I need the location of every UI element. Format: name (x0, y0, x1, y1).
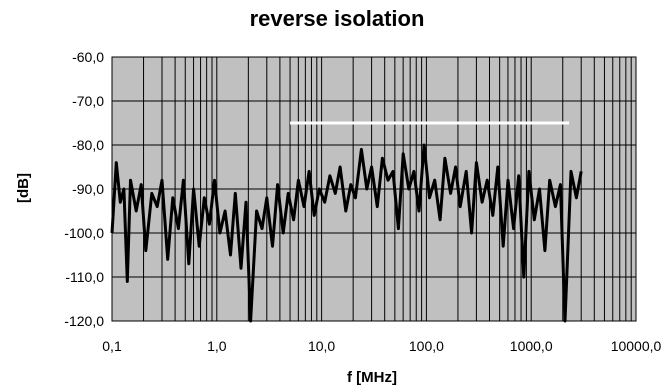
y-tick-label: -100,0 (64, 225, 104, 241)
y-tick-label: -70,0 (72, 93, 104, 109)
y-tick-label: -110,0 (65, 269, 104, 285)
x-tick-label: 100,0 (409, 338, 444, 354)
x-tick-label: 10,0 (308, 338, 335, 354)
y-axis: -60,0 -70,0 -80,0 -90,0 -100,0 -110,0 -120,0 (64, 49, 104, 329)
x-axis-label: f [MHz] (347, 369, 397, 386)
y-axis-label: [dB] (15, 173, 32, 203)
chart-title: reverse isolation (250, 6, 425, 31)
plot-frame (111, 56, 637, 322)
y-tick-label: -60,0 (72, 49, 104, 65)
x-tick-label: 10000,0 (611, 338, 662, 354)
y-tick-label: -90,0 (72, 181, 104, 197)
x-tick-label: 0,1 (102, 338, 122, 354)
x-tick-label: 1000,0 (510, 338, 553, 354)
x-tick-label: 1,0 (207, 338, 227, 354)
series-line-0 (110, 143, 583, 323)
plot-area (110, 56, 637, 323)
x-axis: 0,1 1,0 10,0 100,0 1000,0 10000,0 (102, 338, 661, 354)
y-tick-label: -80,0 (72, 137, 104, 153)
y-tick-label: -120,0 (64, 313, 104, 329)
